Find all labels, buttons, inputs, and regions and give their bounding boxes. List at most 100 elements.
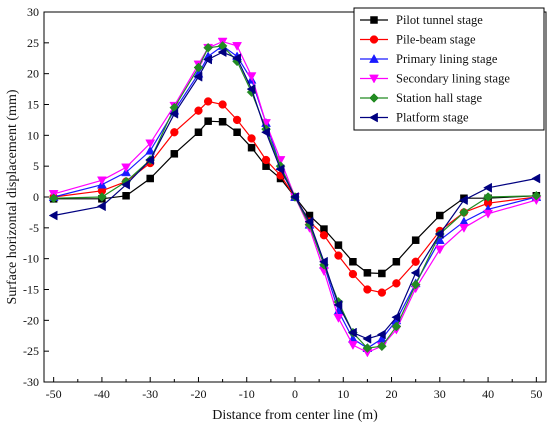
legend-label: Secondary lining stage (396, 72, 510, 86)
data-point-triangle-left (246, 84, 256, 95)
legend-item: Pile-beam stage (360, 33, 476, 47)
data-point-triangle-left (347, 327, 357, 338)
data-point-triangle-left (232, 53, 241, 64)
data-point-triangle-down (459, 223, 469, 233)
data-point-triangle-left (318, 256, 328, 267)
legend-label: Station hall stage (396, 91, 483, 105)
data-point-circle (194, 106, 203, 115)
x-tick-label: 30 (434, 387, 446, 401)
legend-item: Station hall stage (360, 91, 483, 105)
data-point-diamond (410, 279, 421, 290)
legend-item: Primary lining stage (360, 52, 498, 66)
series-6 (48, 47, 541, 344)
data-point-square (218, 118, 227, 126)
data-point-diamond (48, 193, 59, 204)
data-point-triangle-down (369, 74, 379, 84)
data-point-circle (377, 288, 387, 297)
x-tick-label: -20 (190, 387, 206, 401)
y-tick-label: -15 (23, 283, 39, 297)
data-point-triangle-down (145, 139, 156, 149)
data-point-square (146, 174, 154, 183)
legend-box (353, 7, 545, 131)
data-point-circle (392, 279, 401, 288)
data-point-circle (170, 128, 179, 137)
legend-label: Pilot tunnel stage (396, 13, 483, 27)
data-point-triangle-down (333, 314, 344, 323)
data-point-triangle-left (96, 201, 106, 212)
x-tick-label: 20 (386, 387, 398, 401)
x-tick-label: 10 (337, 387, 349, 401)
data-point-square (363, 269, 372, 277)
data-point-circle (261, 155, 271, 165)
data-point-triangle-left (217, 47, 227, 58)
data-point-triangle-left (362, 333, 372, 344)
x-tick-label: -50 (46, 387, 62, 401)
legend-label: Platform stage (396, 111, 469, 125)
legend-item: Secondary lining stage (360, 72, 510, 86)
data-point-triangle-left (368, 112, 378, 123)
data-point-diamond (193, 62, 204, 73)
data-point-circle (369, 35, 379, 44)
data-point-triangle-left (121, 179, 130, 190)
y-tick-label: 5 (33, 159, 39, 173)
legend: Pilot tunnel stage Pile-beam stage Primary… (353, 7, 545, 131)
data-point-square (233, 128, 241, 136)
data-point-circle (319, 231, 329, 240)
data-point-diamond (391, 321, 402, 332)
data-point-square (204, 117, 212, 125)
data-point-diamond (483, 192, 493, 202)
data-point-triangle-left (304, 216, 314, 227)
data-point-square (247, 143, 256, 152)
y-tick-label: 30 (27, 5, 39, 19)
x-tick-label: 0 (292, 387, 298, 401)
y-tick-label: 0 (33, 190, 39, 204)
data-point-triangle-down (483, 209, 494, 219)
data-point-circle (334, 251, 343, 260)
data-point-triangle-left (289, 192, 299, 202)
data-point-triangle-down (246, 72, 257, 82)
data-point-diamond (203, 42, 213, 53)
data-point-triangle-left (275, 164, 285, 175)
data-point-triangle-up (145, 145, 156, 155)
data-point-square (411, 236, 420, 244)
data-point-square (392, 258, 401, 266)
data-point-diamond (377, 341, 387, 352)
x-tick-label: -30 (142, 387, 158, 401)
data-point-triangle-left (531, 173, 541, 184)
data-point-triangle-left (48, 210, 58, 221)
y-tick-label: -25 (23, 344, 39, 358)
y-tick-label: -20 (23, 313, 39, 327)
x-tick-label: 40 (482, 387, 494, 401)
legend-label: Pile-beam stage (396, 33, 476, 47)
data-point-triangle-left (434, 229, 444, 239)
data-point-triangle-down (96, 176, 107, 186)
data-point-diamond (97, 192, 107, 202)
data-point-diamond (459, 207, 469, 218)
data-point-circle (247, 134, 256, 143)
data-point-triangle-left (193, 71, 203, 82)
data-point-triangle-left (458, 195, 468, 206)
data-point-triangle-left (483, 182, 492, 193)
y-tick-label: 20 (27, 67, 39, 81)
data-point-circle (232, 115, 242, 125)
data-point-triangle-left (391, 312, 401, 323)
data-point-triangle-left (333, 299, 343, 310)
y-tick-label: 10 (27, 128, 39, 142)
data-point-square (370, 16, 378, 24)
data-point-diamond (369, 93, 379, 103)
data-point-triangle-left (169, 108, 179, 119)
y-tick-label: -5 (29, 221, 39, 235)
data-point-triangle-left (410, 267, 420, 278)
data-point-square (194, 128, 203, 136)
y-axis-title: Surface horizontal displacement (mm) (5, 89, 20, 304)
axes: -50 -40 -30 -20 -10 0 10 20 30 40 50-30-25-20-15-1… (23, 5, 542, 401)
data-point-triangle-down (434, 245, 445, 255)
data-point-circle (218, 100, 227, 109)
x-tick-label: 50 (530, 387, 542, 401)
legend-item: Pilot tunnel stage (360, 13, 483, 27)
data-point-square (349, 258, 357, 266)
data-point-diamond (531, 190, 542, 201)
x-tick-label: -10 (239, 387, 255, 401)
data-point-triangle-left (203, 54, 212, 65)
